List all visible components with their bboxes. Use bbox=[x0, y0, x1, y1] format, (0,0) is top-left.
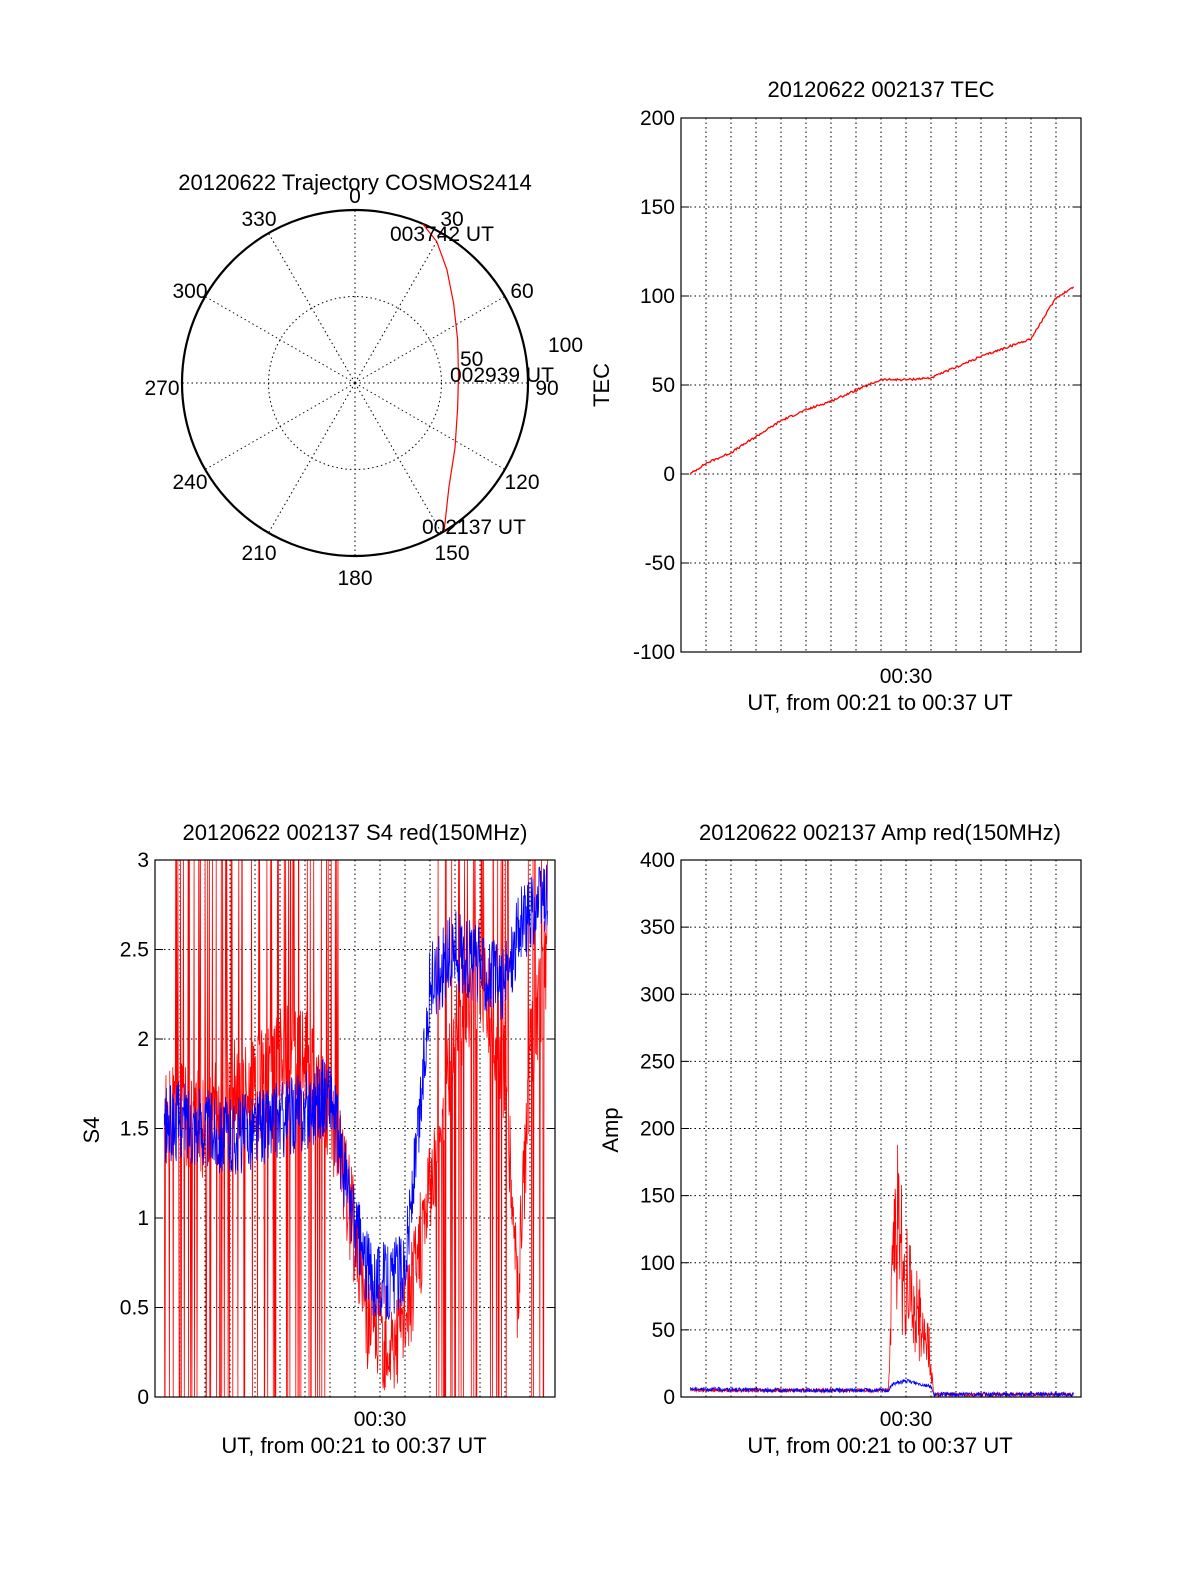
amp-y-tick-label: 400 bbox=[640, 849, 675, 872]
tec-panel: 20120622 002137 TEC 200150100500-50-100 … bbox=[589, 77, 1082, 715]
polar-azimuth-labels: 0 30 60 90 120 150 180 210 240 270 300 330 bbox=[144, 185, 558, 590]
s4-y-tick-label: 2 bbox=[137, 1028, 149, 1051]
tec-y-label: TEC bbox=[589, 363, 614, 407]
s4-y-ticks: 3 2.5 2 1.5 1 0.5 0 bbox=[120, 849, 555, 1409]
azimuth-label: 270 bbox=[144, 377, 179, 400]
polar-radial-label-50: 50 bbox=[460, 348, 483, 371]
s4-y-tick-label: 3 bbox=[137, 849, 149, 872]
s4-y-tick-label: 1 bbox=[137, 1207, 149, 1230]
polar-spoke bbox=[268, 382, 356, 534]
s4-series-line bbox=[163, 864, 548, 1320]
tec-y-tick-label: -100 bbox=[633, 641, 675, 664]
amp-y-tick-label: 100 bbox=[640, 1252, 675, 1275]
tec-y-tick-label: 150 bbox=[640, 196, 675, 219]
azimuth-label: 330 bbox=[241, 208, 276, 231]
s4-x-label: UT, from 00:21 to 00:37 UT bbox=[221, 1433, 486, 1458]
amp-y-ticks: 400 350 300 250 200 150 100 50 0 bbox=[640, 849, 1081, 1409]
amp-series-line bbox=[689, 1144, 1074, 1398]
polar-spoke bbox=[354, 382, 442, 534]
tec-y-tick-label: 0 bbox=[663, 463, 675, 486]
annotation-end-time: 003742 UT bbox=[390, 223, 494, 246]
tec-x-label: UT, from 00:21 to 00:37 UT bbox=[747, 690, 1012, 715]
amp-x-tick-label: 00:30 bbox=[880, 1408, 933, 1431]
azimuth-label: 0 bbox=[349, 185, 361, 208]
amp-grid bbox=[681, 860, 1081, 1397]
trajectory-line bbox=[422, 223, 460, 532]
annotation-mid-time: 002939 UT bbox=[450, 364, 554, 387]
s4-y-label: S4 bbox=[79, 1117, 104, 1144]
tec-series bbox=[689, 286, 1075, 475]
s4-y-tick-label: 1.5 bbox=[120, 1118, 149, 1141]
tec-x-tick-label: 00:30 bbox=[880, 665, 933, 688]
annotation-start-time: 002137 UT bbox=[422, 516, 526, 539]
tec-title: 20120622 002137 TEC bbox=[767, 77, 994, 102]
polar-spoke bbox=[268, 232, 356, 384]
amp-title: 20120622 002137 Amp red(150MHz) bbox=[699, 820, 1061, 845]
amp-series bbox=[689, 1144, 1074, 1398]
amp-x-label: UT, from 00:21 to 00:37 UT bbox=[747, 1433, 1012, 1458]
azimuth-label: 300 bbox=[172, 280, 207, 303]
amp-panel: 20120622 002137 Amp red(150MHz) 400 350 30… bbox=[598, 820, 1082, 1458]
azimuth-label: 120 bbox=[504, 471, 539, 494]
tec-y-tick-label: 100 bbox=[640, 285, 675, 308]
tec-series-line bbox=[689, 286, 1075, 475]
amp-y-label: Amp bbox=[598, 1107, 623, 1152]
s4-title: 20120622 002137 S4 red(150MHz) bbox=[183, 820, 528, 845]
polar-grid bbox=[182, 210, 528, 556]
s4-panel: 20120622 002137 S4 red(150MHz) 3 2.5 2 1.5 1… bbox=[79, 820, 556, 1458]
tec-y-tick-label: -50 bbox=[645, 552, 675, 575]
azimuth-label: 180 bbox=[337, 567, 372, 590]
amp-y-tick-label: 200 bbox=[640, 1118, 675, 1141]
amp-y-tick-label: 50 bbox=[652, 1319, 675, 1342]
azimuth-label: 60 bbox=[510, 280, 533, 303]
polar-title: 20120622 Trajectory COSMOS2414 bbox=[178, 170, 531, 195]
polar-outer-ring bbox=[180, 208, 530, 558]
amp-y-tick-label: 150 bbox=[640, 1185, 675, 1208]
azimuth-label: 210 bbox=[241, 542, 276, 565]
azimuth-label: 30 bbox=[440, 208, 463, 231]
azimuth-label: 150 bbox=[434, 542, 469, 565]
s4-y-tick-label: 0 bbox=[137, 1386, 149, 1409]
amp-y-tick-label: 350 bbox=[640, 916, 675, 939]
s4-x-tick-label: 00:30 bbox=[354, 1408, 407, 1431]
polar-spoke bbox=[354, 382, 506, 470]
s4-y-tick-label: 2.5 bbox=[120, 939, 149, 962]
polar-spoke bbox=[354, 232, 442, 384]
polar-spoke bbox=[204, 382, 356, 470]
amp-y-tick-label: 250 bbox=[640, 1050, 675, 1073]
polar-panel: 20120622 Trajectory COSMOS2414 0 30 60 90 12… bbox=[144, 170, 583, 590]
tec-y-tick-label: 200 bbox=[640, 107, 675, 130]
amp-series-line bbox=[689, 1378, 1074, 1398]
polar-spoke bbox=[354, 296, 506, 384]
s4-y-tick-label: 0.5 bbox=[120, 1297, 149, 1320]
tec-grid bbox=[681, 118, 1081, 652]
amp-y-tick-label: 0 bbox=[663, 1386, 675, 1409]
azimuth-label: 240 bbox=[172, 471, 207, 494]
polar-spoke bbox=[204, 296, 356, 384]
tec-y-tick-label: 50 bbox=[652, 374, 675, 397]
amp-y-tick-label: 300 bbox=[640, 983, 675, 1006]
tec-y-ticks: 200 150 100 50 0 -50 -100 bbox=[633, 107, 1081, 664]
polar-radial-label-100: 100 bbox=[548, 334, 583, 357]
azimuth-label: 90 bbox=[535, 377, 558, 400]
s4-series bbox=[163, 859, 548, 1398]
